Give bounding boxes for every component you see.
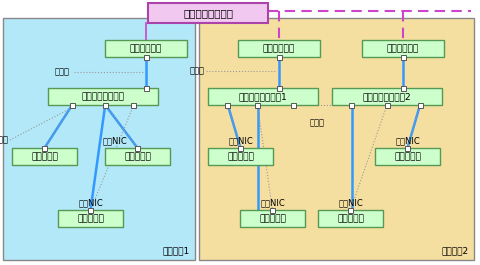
Text: 仮想ルーター: 仮想ルーター — [130, 44, 162, 53]
Text: 仮想NIC: 仮想NIC — [260, 198, 285, 207]
FancyBboxPatch shape — [318, 210, 383, 227]
FancyBboxPatch shape — [240, 210, 305, 227]
FancyBboxPatch shape — [105, 40, 187, 57]
Bar — [400, 86, 406, 91]
FancyBboxPatch shape — [58, 210, 123, 227]
FancyBboxPatch shape — [362, 40, 444, 57]
FancyBboxPatch shape — [12, 148, 77, 165]
FancyBboxPatch shape — [199, 18, 474, 260]
Text: 仮想マシン: 仮想マシン — [227, 152, 254, 161]
Text: 仮想マシン: 仮想マシン — [31, 152, 58, 161]
Bar — [135, 145, 140, 151]
Bar — [348, 207, 353, 213]
Bar — [144, 86, 148, 91]
FancyBboxPatch shape — [208, 88, 318, 105]
Text: 仮想マシン: 仮想マシン — [124, 152, 151, 161]
FancyBboxPatch shape — [148, 3, 268, 23]
Bar — [270, 207, 275, 213]
Text: ポート: ポート — [55, 67, 70, 76]
Text: 仮想ネットワーク1: 仮想ネットワーク1 — [239, 92, 288, 101]
FancyBboxPatch shape — [375, 148, 440, 165]
Text: 仮想NIC: 仮想NIC — [228, 136, 253, 145]
Bar — [238, 145, 243, 151]
Bar — [255, 103, 260, 108]
Text: 仮想ネットワーク: 仮想ネットワーク — [82, 92, 124, 101]
FancyBboxPatch shape — [208, 148, 273, 165]
Bar — [405, 145, 410, 151]
Bar — [276, 55, 281, 60]
Text: 仮想マシン: 仮想マシン — [337, 214, 364, 223]
FancyBboxPatch shape — [105, 148, 170, 165]
FancyBboxPatch shape — [48, 88, 158, 105]
Text: 外部ネットワーク: 外部ネットワーク — [183, 8, 233, 18]
Text: 仮想NIC: 仮想NIC — [395, 136, 420, 145]
Text: 仮想NIC: 仮想NIC — [338, 198, 363, 207]
Text: 仮想NIC: 仮想NIC — [103, 136, 128, 145]
Text: 仮想NIC: 仮想NIC — [78, 198, 103, 207]
Bar — [103, 103, 108, 108]
Text: ポート: ポート — [190, 66, 205, 75]
Text: テナント2: テナント2 — [442, 246, 469, 255]
Bar — [291, 103, 296, 108]
Text: 仮想ルーター: 仮想ルーター — [263, 44, 295, 53]
Bar — [400, 55, 406, 60]
Bar — [144, 55, 148, 60]
Bar — [70, 103, 75, 108]
Bar — [349, 103, 354, 108]
Text: テナント1: テナント1 — [163, 246, 190, 255]
FancyBboxPatch shape — [238, 40, 320, 57]
Bar — [384, 103, 389, 108]
Text: 仮想ネットワーク2: 仮想ネットワーク2 — [363, 92, 411, 101]
Bar — [132, 103, 136, 108]
FancyBboxPatch shape — [332, 88, 442, 105]
Bar — [225, 103, 230, 108]
Bar — [42, 145, 47, 151]
Text: 仮想マシン: 仮想マシン — [394, 152, 421, 161]
FancyBboxPatch shape — [3, 18, 195, 260]
Text: 仮想マシン: 仮想マシン — [77, 214, 104, 223]
Text: ポート: ポート — [0, 135, 9, 144]
Bar — [418, 103, 422, 108]
Text: ポート: ポート — [310, 118, 324, 127]
Bar — [276, 86, 281, 91]
Text: 仮想ルーター: 仮想ルーター — [387, 44, 419, 53]
Bar — [88, 207, 93, 213]
Text: 仮想マシン: 仮想マシン — [259, 214, 286, 223]
